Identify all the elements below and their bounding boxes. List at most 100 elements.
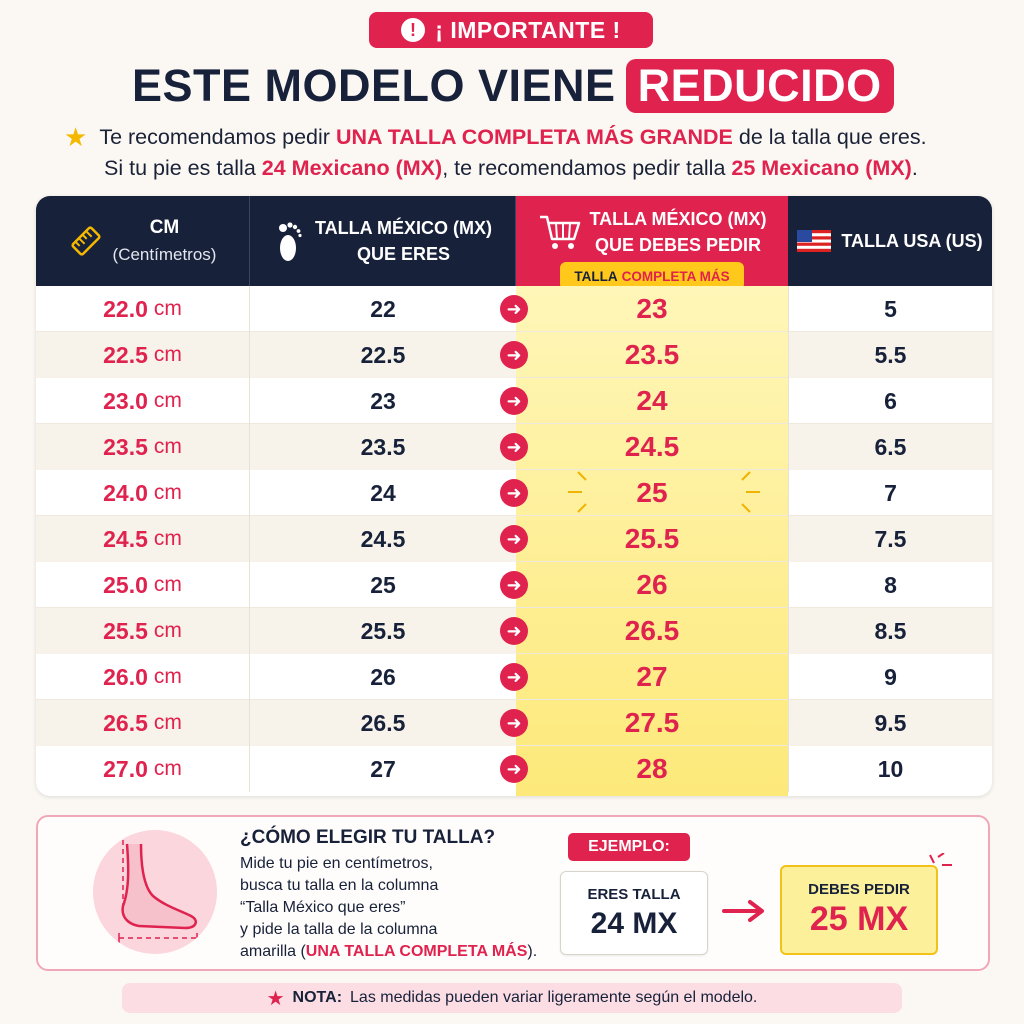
how-to-line-3: “Talla México que eres” <box>240 899 406 916</box>
page-title: ESTE MODELO VIENE REDUCIDO <box>132 58 894 114</box>
cell-mx-eres: 26 <box>370 663 396 690</box>
table-row: 23.0 cm 23 ➜ 24 6 <box>36 378 992 424</box>
arrow-right-icon: ➜ <box>500 341 528 369</box>
how-to-title: ¿CÓMO ELEGIR TU TALLA? <box>240 827 496 848</box>
cell-cm: 26.5 cm <box>36 700 250 746</box>
cell-mx-eres: 23.5 <box>250 424 516 470</box>
cm-value: 26.0 <box>103 663 148 690</box>
star-icon: ★ <box>64 121 88 152</box>
note-bar: ★ NOTA: Las medidas pueden variar ligera… <box>122 983 902 1013</box>
cm-unit: cm <box>153 527 182 550</box>
cell-mx-pedir: 25 <box>636 477 668 508</box>
pill-a: TALLA <box>574 268 618 284</box>
header-usa-title: TALLA USA (US) <box>841 230 983 251</box>
example-badge: EJEMPLO: <box>568 833 690 861</box>
footprint-icon <box>279 222 302 261</box>
cell-usa: 9 <box>788 654 992 700</box>
rec1-post: de la talla que eres. <box>738 124 927 149</box>
cell-usa: 5 <box>788 286 992 332</box>
cell-mx-eres: 24.5 <box>250 516 516 562</box>
cell-mx-pedir: 26.5 <box>624 615 680 646</box>
cell-mx-pedir: 27.5 <box>624 707 680 738</box>
cell-mx-eres: 23 <box>370 387 396 414</box>
arrow-right-icon: ➜ <box>500 663 528 691</box>
cell-usa: 8.5 <box>788 608 992 654</box>
example-current-size: ERES TALLA 24 MX <box>560 871 708 955</box>
cm-unit: cm <box>153 573 182 596</box>
cm-unit: cm <box>153 435 182 458</box>
cell-cm: 22.5 cm <box>36 332 250 378</box>
cm-unit: cm <box>153 619 182 642</box>
arrow-right-icon: ➜ <box>500 755 528 783</box>
header-mx-eres-l2: QUE ERES <box>356 244 450 264</box>
sparkle-right-icon <box>741 471 760 513</box>
header-usa: TALLA USA (US) <box>788 196 992 286</box>
header-mx-eres-l1: TALLA MÉXICO (MX) <box>315 218 492 238</box>
arrow-right-icon: ➜ <box>500 525 528 553</box>
example-current-label: ERES TALLA <box>587 886 681 903</box>
cell-mx-eres: 25 <box>370 571 396 598</box>
cm-unit: cm <box>153 481 182 504</box>
example-order-size: DEBES PEDIR 25 MX <box>780 865 938 955</box>
table-row: 26.0 cm 26 ➜ 27 9 <box>36 654 992 700</box>
rec2-a: Si tu pie es talla <box>104 155 256 180</box>
table-row: 24.5 cm 24.5 ➜ 25.5 7.5 <box>36 516 992 562</box>
sparkle-left-icon <box>568 471 587 513</box>
recommendation-line-2: Si tu pie es talla 24 Mexicano (MX) , te… <box>104 153 984 183</box>
cell-mx-pedir: 26 <box>636 569 668 600</box>
foot-measure-illustration <box>93 830 217 954</box>
example-order-label: DEBES PEDIR <box>808 881 910 898</box>
table-row: 22.5 cm 22.5 ➜ 23.5 5.5 <box>36 332 992 378</box>
cm-unit: cm <box>153 389 182 412</box>
cell-mx-pedir: 28 <box>636 753 668 784</box>
rec2-d: 25 Mexicano (MX) <box>731 155 912 180</box>
cell-usa: 8 <box>788 562 992 608</box>
arrow-right-icon: ➜ <box>500 295 528 323</box>
header-mx-pedir-l2: QUE DEBES PEDIR <box>594 235 762 255</box>
cell-usa: 5.5 <box>788 332 992 378</box>
cell-mx-pedir: 24.5 <box>624 431 680 462</box>
cell-mx-pedir: 23 <box>636 293 668 324</box>
cm-value: 26.5 <box>103 709 148 736</box>
table-row: 26.5 cm 26.5 ➜ 27.5 9.5 <box>36 700 992 746</box>
arrow-right-icon: ➜ <box>500 571 528 599</box>
header-cm-title: CM <box>149 217 180 238</box>
cell-mx-eres: 22 <box>370 295 396 322</box>
us-flag-icon <box>797 230 832 252</box>
talla-completa-pill: TALLA COMPLETA MÁS <box>560 262 744 290</box>
cm-value: 23.5 <box>103 433 148 460</box>
header-cm: CM (Centímetros) <box>36 196 250 286</box>
cm-unit: cm <box>153 297 182 320</box>
cell-cm: 25.5 cm <box>36 608 250 654</box>
exclamation-icon: ! <box>401 18 426 42</box>
headline-highlight: REDUCIDO <box>625 59 894 113</box>
how-to-choose-box: ¿CÓMO ELEGIR TU TALLA? Mide tu pie en ce… <box>36 815 990 971</box>
cm-value: 25.0 <box>103 571 148 598</box>
header-mx-eres: TALLA MÉXICO (MX) QUE ERES <box>250 196 516 286</box>
example-order-value: 25 MX <box>809 900 909 938</box>
rec1-pre: Te recomendamos pedir <box>99 124 330 149</box>
rec2-c: , te recomendamos pedir talla <box>442 155 726 180</box>
cm-value: 22.5 <box>103 341 148 368</box>
cell-cm: 24.5 cm <box>36 516 250 562</box>
note-text: Las medidas pueden variar ligeramente se… <box>350 989 758 1006</box>
cm-value: 24.5 <box>103 525 148 552</box>
headline-main: ESTE MODELO VIENE <box>132 60 616 111</box>
cm-value: 27.0 <box>103 755 148 782</box>
cell-usa: 7.5 <box>788 516 992 562</box>
shopping-cart-icon <box>539 215 580 249</box>
sparkle-icon <box>929 853 952 866</box>
arrow-right-icon: ➜ <box>500 709 528 737</box>
arrow-right-icon: ➜ <box>500 617 528 645</box>
rec2-b: 24 Mexicano (MX) <box>261 155 443 180</box>
cm-value: 22.0 <box>103 295 148 322</box>
table-row: 23.5 cm 23.5 ➜ 24.5 6.5 <box>36 424 992 470</box>
how-to-line-5a: amarilla ( <box>240 943 306 960</box>
importante-badge: ! ¡ IMPORTANTE ! <box>369 12 653 48</box>
cell-mx-eres: 26.5 <box>250 700 516 746</box>
how-to-line-5: amarilla (UNA TALLA COMPLETA MÁS). <box>240 943 537 961</box>
how-to-line-1: Mide tu pie en centímetros, <box>240 855 433 872</box>
cell-usa: 9.5 <box>788 700 992 746</box>
size-chart-table: CM (Centímetros) TALLA MÉXICO (MX) QUE E… <box>36 196 992 796</box>
cell-cm: 22.0 cm <box>36 286 250 332</box>
